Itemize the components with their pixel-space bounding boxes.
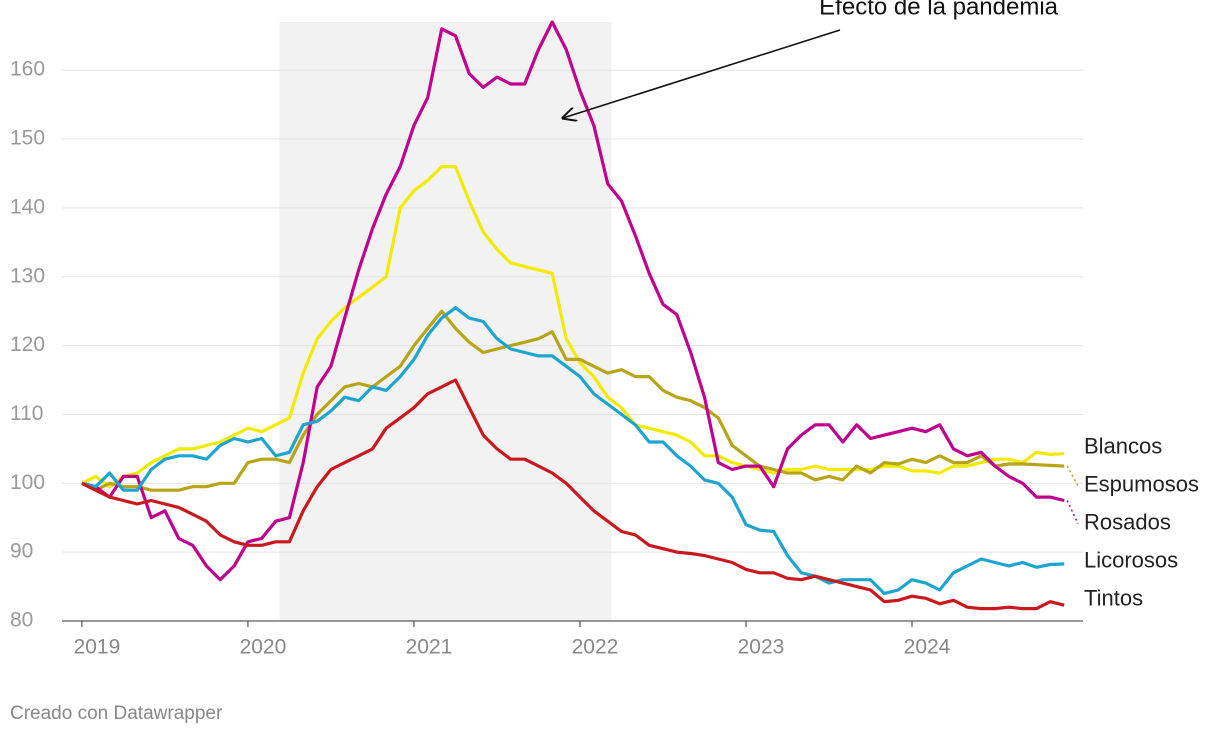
y-tick-label: 120 <box>10 333 45 356</box>
y-tick-label: 140 <box>10 195 45 218</box>
x-tick-label: 2023 <box>738 636 785 659</box>
legend-label: Tintos <box>1084 586 1143 611</box>
axes-layer: 80 90 100 110 120 130 140 150 160 2019 2020 2021 202… <box>10 58 1083 659</box>
x-tick-label: 2024 <box>904 636 951 659</box>
source: Creado con Datawrapper <box>10 703 223 724</box>
lines-layer: Blancos Espumosos Rosados Licorosos Tintos <box>81 20 1199 611</box>
label-connector <box>1066 465 1079 487</box>
background-layer <box>279 22 612 621</box>
series-line <box>81 378 1065 611</box>
y-tick-label: 100 <box>10 471 45 494</box>
annotation: Efecto de la pandemia <box>819 0 1058 20</box>
legend-label: Licorosos <box>1084 548 1178 573</box>
x-tick-label: 2020 <box>240 636 287 659</box>
x-tick-label: 2022 <box>572 636 619 659</box>
shaded-range <box>279 22 612 621</box>
series-line <box>81 165 1065 489</box>
series-line <box>81 309 1065 492</box>
label-connector <box>1066 500 1079 525</box>
legend-label: Espumosos <box>1084 472 1199 497</box>
y-tick-label: 150 <box>10 127 45 150</box>
y-tick-label: 130 <box>10 264 45 287</box>
y-tick-label: 160 <box>10 58 45 81</box>
legend-label: Rosados <box>1084 510 1171 535</box>
annotation-arrow <box>563 29 841 118</box>
y-tick-label: 110 <box>10 402 43 425</box>
x-tick-label: 2021 <box>406 636 453 659</box>
y-tick-label: 90 <box>10 540 33 563</box>
series-line <box>81 306 1065 596</box>
legend-label: Blancos <box>1084 434 1162 459</box>
x-tick-label: 2019 <box>74 636 121 659</box>
y-tick-label: 80 <box>10 609 33 632</box>
